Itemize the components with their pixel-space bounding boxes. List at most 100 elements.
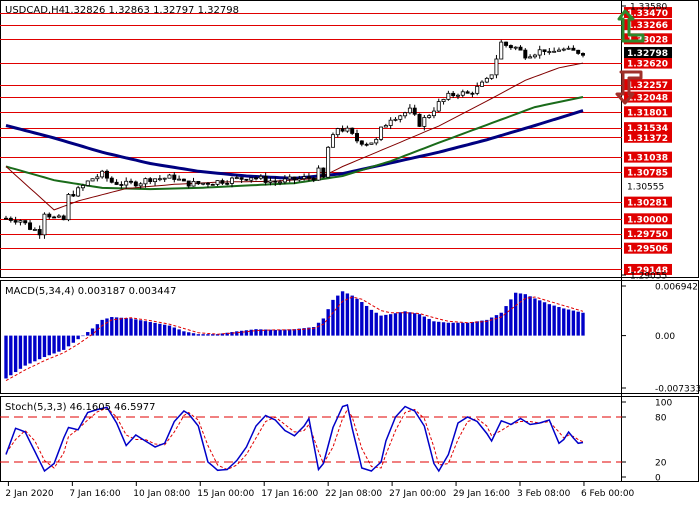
candle-body <box>254 177 259 180</box>
candle-body <box>181 178 186 182</box>
macd-histogram-bar <box>95 324 100 336</box>
macd-histogram-bar <box>249 329 253 336</box>
macd-histogram-bar <box>427 318 431 336</box>
arrow-up-icon <box>617 9 645 43</box>
macd-histogram-bar <box>100 319 104 336</box>
macd-histogram-bar <box>273 329 277 336</box>
candle-body <box>90 178 95 182</box>
level-tag <box>624 19 672 31</box>
candle-body <box>398 115 403 120</box>
levels-layer <box>0 13 622 270</box>
chart-symbol: USDCAD,H4 <box>5 5 65 16</box>
candle-body <box>427 115 432 118</box>
current-price-tag <box>624 46 672 58</box>
candle-body <box>249 177 254 181</box>
candle-body <box>321 167 326 178</box>
macd-histogram-bar <box>187 332 191 336</box>
macd-histogram-bar <box>86 332 90 336</box>
macd-histogram-bar <box>321 318 326 336</box>
macd-histogram-bar <box>576 311 580 336</box>
candle-body <box>263 175 268 183</box>
level-tag-label: 1.31038 <box>627 154 668 164</box>
macd-histogram-bar <box>66 335 71 347</box>
macd-histogram-bar <box>206 334 210 336</box>
candle-body <box>480 81 485 87</box>
macd-panel-frame <box>0 280 699 394</box>
level-tag-label: 1.33470 <box>627 9 668 19</box>
level-tag-label: 1.29750 <box>627 230 668 240</box>
candle-body <box>13 220 18 223</box>
candle-body <box>210 183 215 186</box>
axis-layer: 1.33470 1.33266 1.33028 1.32620 1.32257 1.320… <box>5 3 700 500</box>
candle-body <box>412 107 417 115</box>
macd-histogram-bar <box>215 334 220 336</box>
candle-body <box>287 176 292 180</box>
macd-histogram-bar <box>263 329 268 336</box>
level-tag-label: 1.33028 <box>627 35 668 45</box>
candle-body <box>547 51 552 53</box>
macd-histogram-bar <box>571 310 576 336</box>
macd-histogram-bar <box>225 332 229 336</box>
candle-body <box>191 180 196 187</box>
level-tag-label: 1.32048 <box>627 94 668 104</box>
candle-body <box>28 222 33 230</box>
candle-body <box>504 41 509 46</box>
time-axis-label: 15 Jan 00:00 <box>197 489 254 499</box>
candle-body <box>542 49 547 52</box>
macd-histogram-bar <box>533 298 537 336</box>
candle-body <box>138 183 143 187</box>
candle-body <box>350 127 355 134</box>
candle-body <box>244 178 249 181</box>
level-tag <box>624 106 672 118</box>
level-tag-label: 1.30000 <box>627 215 668 225</box>
candle-body <box>571 47 576 51</box>
macd-histogram-bar <box>292 329 297 336</box>
macd-histogram-bar <box>326 309 330 336</box>
level-tag-label: 1.31372 <box>627 134 668 144</box>
stoch-title: Stoch(5,3,3) 46.1605 46.5977 <box>5 402 156 413</box>
macd-histogram-bar <box>114 317 119 336</box>
macd-histogram-bar <box>28 335 32 364</box>
macd-histogram-bar <box>62 335 66 350</box>
current-price-label: 1.32798 <box>627 49 668 59</box>
macd-title: MACD(5,34,4) 0.003187 0.003447 <box>5 286 176 297</box>
macd-histogram-bar <box>562 308 566 336</box>
candle-body <box>431 110 436 117</box>
candle-body <box>278 181 283 184</box>
candle-body <box>52 216 57 219</box>
candle-body <box>100 170 105 178</box>
macd-histogram-bar <box>297 328 301 336</box>
macd-histogram-bar <box>514 292 518 336</box>
candle-body <box>518 46 523 51</box>
candle-body <box>4 217 8 220</box>
candle-body <box>109 177 114 183</box>
candle-body <box>326 146 331 178</box>
macd-histogram-bar <box>480 320 484 336</box>
macd-histogram-bar <box>336 295 340 336</box>
macd-histogram-bar <box>119 317 124 336</box>
macd-histogram-bar <box>417 314 422 336</box>
macd-histogram-bar <box>547 304 552 336</box>
macd-histogram-bar <box>465 322 470 336</box>
macd-histogram-bar <box>42 335 47 358</box>
macd-histogram-bar <box>211 334 215 336</box>
candle-body <box>230 177 234 184</box>
macd-histogram-bar <box>278 329 282 336</box>
macd-histogram-bar <box>581 312 585 336</box>
candle-body <box>32 229 37 231</box>
macd-histogram-bar <box>307 327 311 336</box>
macd-histogram-bar <box>364 305 369 336</box>
macd-histogram-bar <box>71 335 75 343</box>
candle-body <box>201 182 206 185</box>
macd-histogram-bar <box>451 322 455 336</box>
candle-body <box>494 58 499 76</box>
time-axis-label: 17 Jan 16:00 <box>261 489 318 499</box>
candle-body <box>576 49 581 54</box>
macd-histogram-bar <box>90 328 95 336</box>
candle-body <box>172 174 177 180</box>
macd-histogram-bar <box>355 298 359 336</box>
macd-histogram-bar <box>105 318 109 336</box>
candle-body <box>205 182 210 185</box>
